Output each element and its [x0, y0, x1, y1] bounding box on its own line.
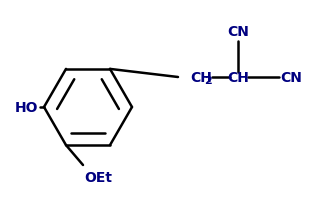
Text: CN: CN [280, 71, 302, 85]
Text: OEt: OEt [84, 170, 112, 184]
Text: CH: CH [190, 71, 212, 85]
Text: HO: HO [14, 101, 38, 114]
Text: CH: CH [227, 71, 249, 85]
Text: 2: 2 [204, 76, 212, 86]
Text: CN: CN [227, 25, 249, 39]
